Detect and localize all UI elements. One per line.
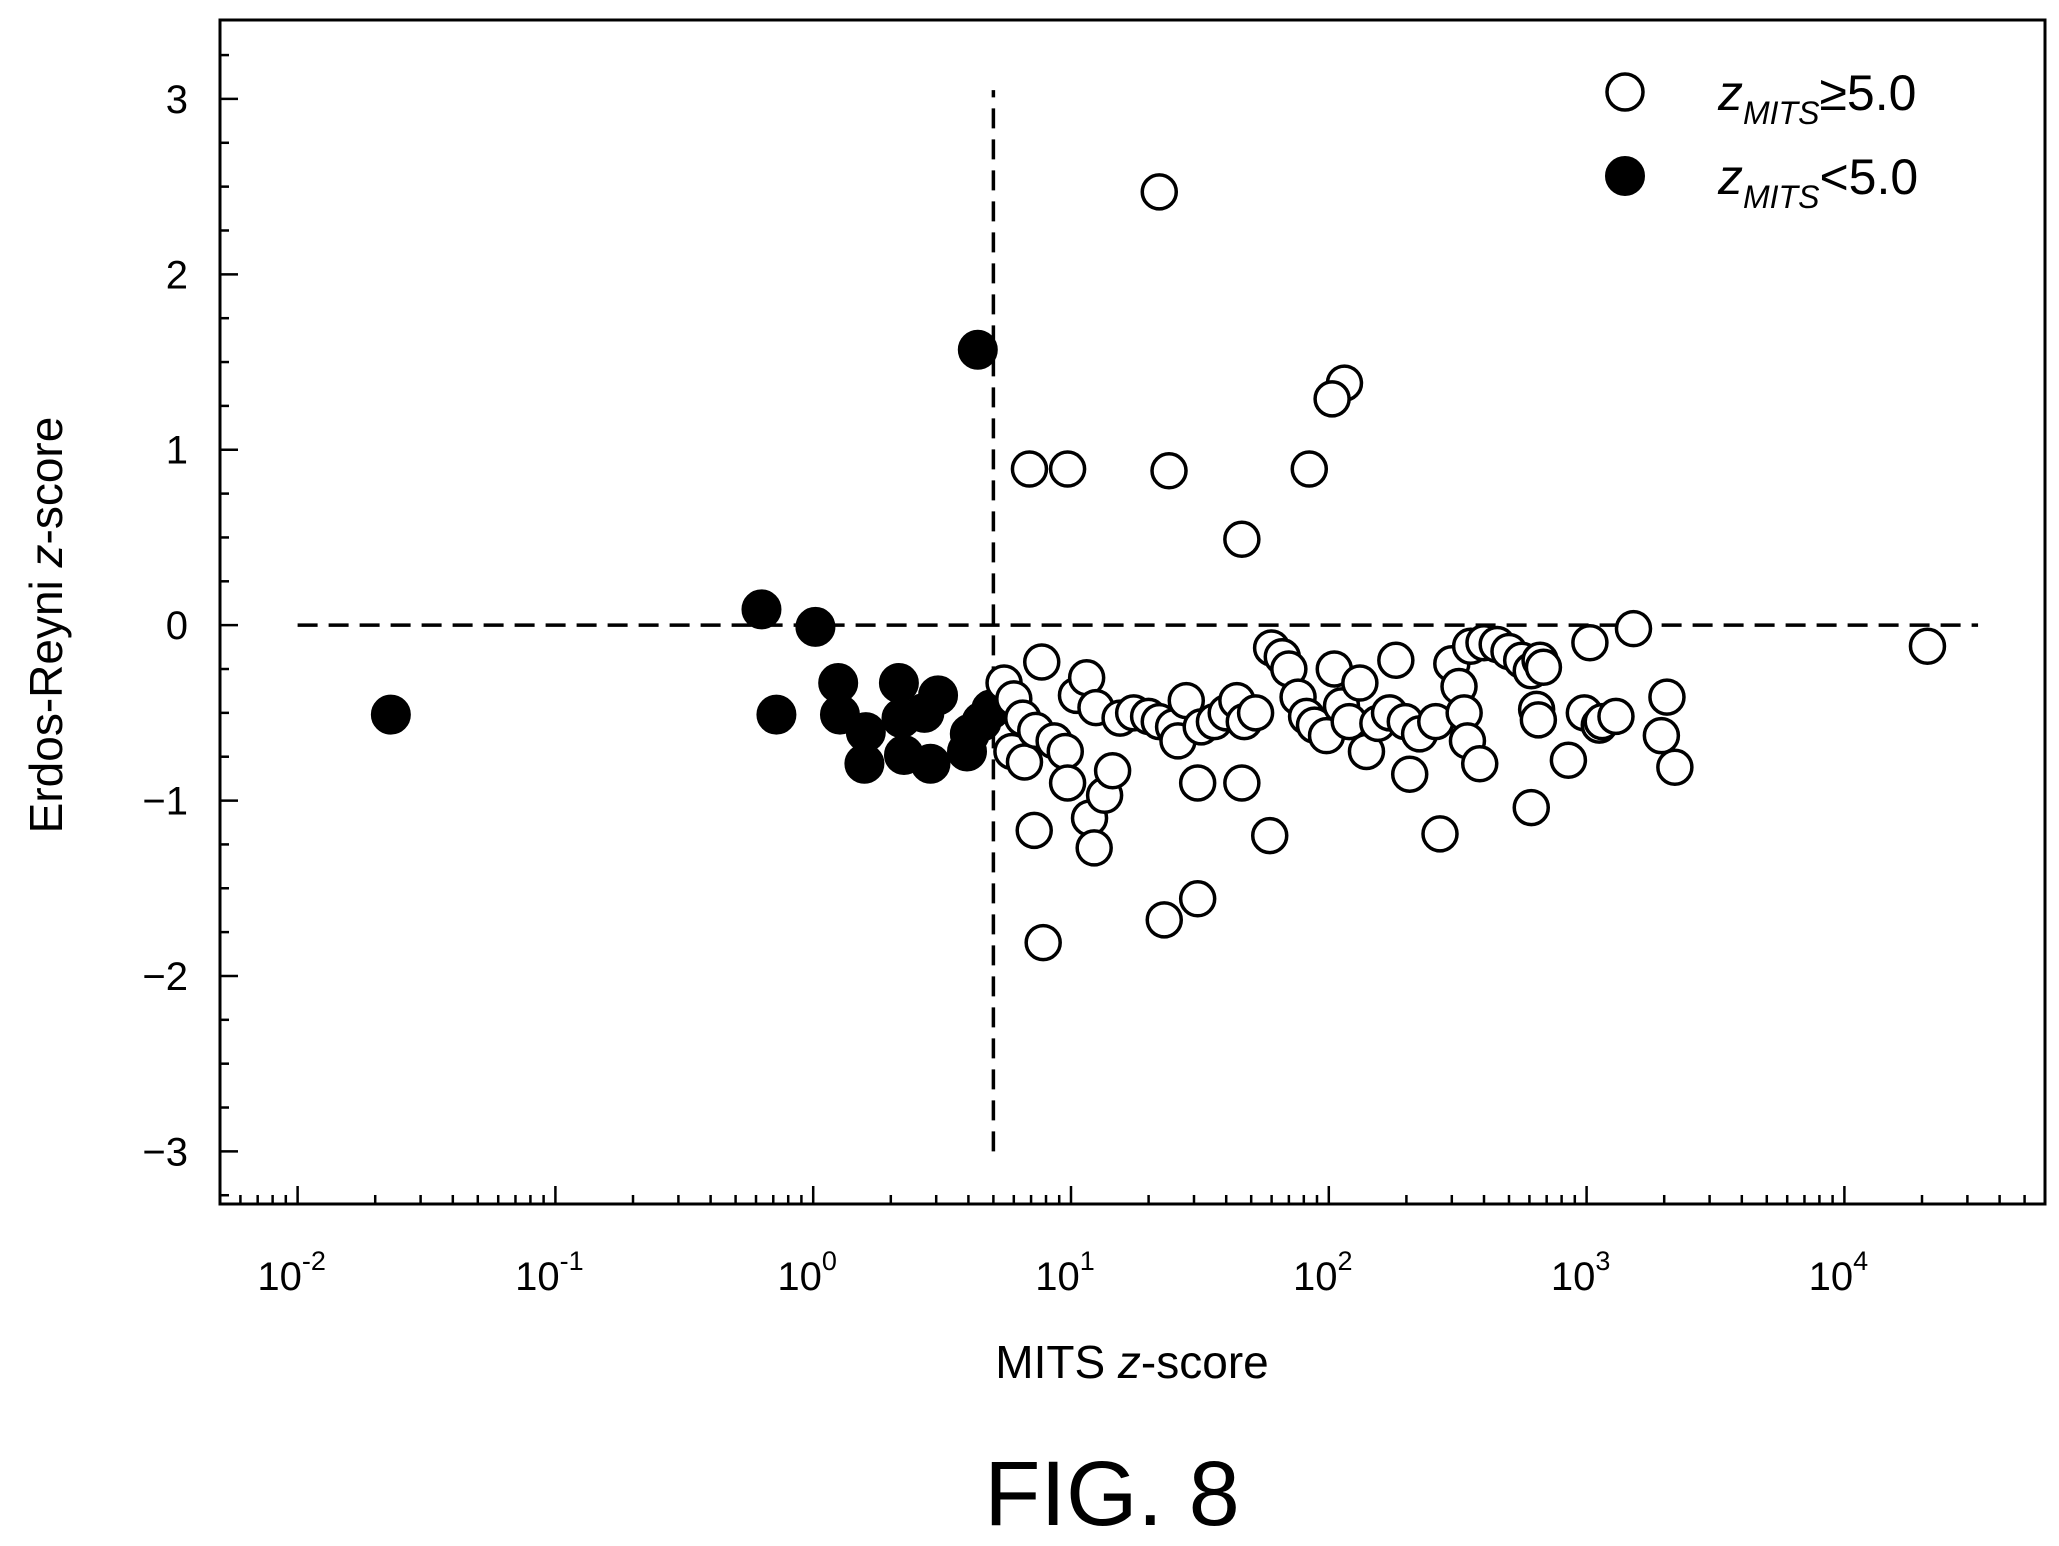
x-tick-label: 101 (1035, 1246, 1095, 1299)
open-point (1005, 743, 1044, 781)
open-point (1519, 701, 1558, 739)
open-point (1290, 450, 1329, 488)
open-point (1390, 755, 1429, 794)
y-axis-label: Erdos-Reyni z-score (20, 417, 72, 834)
y-tick-label: −2 (142, 955, 188, 999)
open-point (1648, 678, 1686, 716)
open-point (1010, 450, 1049, 488)
x-tick-label: 102 (1293, 1246, 1353, 1299)
legend: zMITS≥5.0 zMITS<5.0 (1605, 65, 1918, 215)
filled-point (957, 329, 998, 370)
y-axis: 3 2 1 0 −1 −2 −3 (142, 53, 238, 1197)
open-point (1460, 744, 1499, 783)
open-point (1597, 697, 1635, 736)
open-point (1341, 664, 1379, 702)
open-point (1524, 648, 1563, 687)
open-point (1145, 901, 1184, 939)
open-point (1642, 716, 1681, 755)
open-point (1140, 173, 1179, 211)
legend-entry-filled: zMITS<5.0 (1717, 149, 1918, 215)
filled-point (741, 589, 782, 630)
open-point (1908, 627, 1947, 665)
open-point (1024, 923, 1062, 962)
figure-caption: FIG. 8 (984, 1443, 1240, 1545)
x-axis: 10-2 10-1 100 101 102 103 104 (218, 1186, 2047, 1299)
open-point (1377, 641, 1415, 679)
open-point (1421, 815, 1459, 853)
x-tick-label: 103 (1551, 1246, 1611, 1299)
filled-point (795, 606, 836, 647)
x-tick-label: 104 (1809, 1246, 1869, 1299)
reference-lines (297, 90, 1979, 1152)
open-point (1549, 741, 1588, 779)
filled-point (910, 743, 951, 784)
filled-point (844, 743, 885, 784)
legend-filled-marker (1605, 156, 1645, 196)
open-point (1236, 694, 1275, 732)
open-point (1022, 643, 1061, 681)
filled-point (918, 675, 959, 716)
x-tick-label: 10-2 (257, 1246, 326, 1299)
open-point (1223, 520, 1261, 558)
open-point (1614, 609, 1653, 648)
open-point (1150, 452, 1188, 490)
open-point (1015, 811, 1053, 850)
y-tick-label: 0 (166, 604, 188, 648)
filled-point (756, 694, 797, 735)
open-point (1250, 816, 1289, 855)
open-point (1093, 751, 1132, 790)
y-tick-label: 2 (166, 253, 188, 297)
plot-frame (218, 18, 2047, 1206)
y-tick-label: 3 (166, 78, 188, 122)
open-point (1223, 764, 1261, 802)
legend-open-marker (1605, 72, 1645, 112)
open-point (1048, 764, 1087, 802)
y-tick-label: −1 (142, 780, 188, 824)
open-point (1512, 788, 1551, 827)
open-point (1048, 450, 1087, 488)
x-tick-label: 100 (777, 1246, 837, 1299)
open-point (1178, 880, 1217, 918)
open-point (1656, 748, 1694, 786)
open-point (1571, 623, 1609, 662)
filled-point (370, 694, 411, 735)
legend-entry-open: zMITS≥5.0 (1717, 65, 1916, 131)
x-axis-label: MITS z-score (995, 1336, 1268, 1388)
open-point (1075, 829, 1113, 867)
y-tick-label: −3 (142, 1130, 188, 1174)
open-point (1178, 764, 1217, 802)
x-tick-label: 10-1 (515, 1246, 584, 1299)
filled-point (878, 663, 919, 704)
y-tick-label: 1 (166, 429, 188, 473)
data-points (370, 173, 1947, 962)
open-point (1046, 732, 1085, 771)
open-point (1313, 380, 1351, 418)
